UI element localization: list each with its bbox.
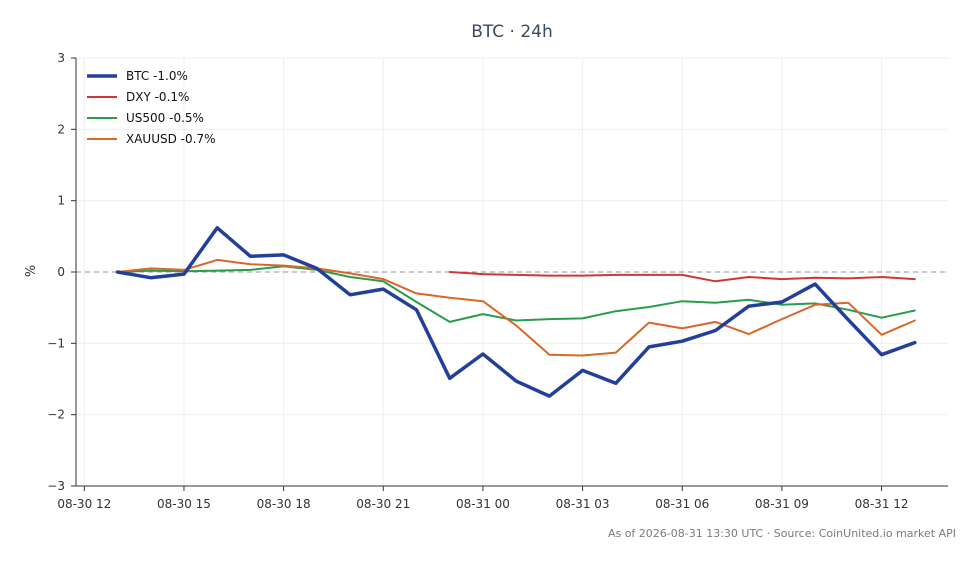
source-note: As of 2026-08-31 13:30 UTC · Source: Coi… (608, 527, 956, 540)
series-line-btc (115, 226, 917, 398)
y-tick-label: −3 (47, 479, 65, 493)
legend: BTC -1.0% DXY -0.1% US500 -0.5% XAUUSD -0.7… (87, 69, 215, 146)
y-tick-label: 3 (57, 51, 65, 65)
y-axis-ticks: 3 2 1 0 −1 −2 −3 (47, 51, 76, 493)
legend-label-btc: BTC -1.0% (126, 69, 188, 83)
y-tick-label: −1 (47, 336, 65, 350)
x-tick-label: 08-31 00 (456, 497, 510, 511)
x-tick-label: 08-30 21 (356, 497, 410, 511)
y-tick-label: 0 (57, 265, 65, 279)
x-axis-ticks: 08-30 12 08-30 15 08-30 18 08-30 21 08-31 00… (57, 486, 909, 511)
x-tick-label: 08-31 12 (855, 497, 909, 511)
x-tick-label: 08-31 06 (655, 497, 709, 511)
legend-label-xauusd: XAUUSD -0.7% (126, 132, 215, 146)
y-tick-label: −2 (47, 408, 65, 422)
series-line-xauusd (116, 258, 916, 357)
x-tick-label: 08-30 12 (57, 497, 111, 511)
y-axis-label: % (24, 265, 39, 277)
series-line-us500 (116, 265, 916, 323)
y-tick-label: 2 (57, 122, 65, 136)
x-tick-label: 08-30 18 (257, 497, 311, 511)
legend-label-dxy: DXY -0.1% (126, 90, 189, 104)
y-tick-label: 1 (57, 194, 65, 208)
series-line-dxy (448, 271, 916, 283)
x-tick-label: 08-31 03 (556, 497, 610, 511)
chart-title: BTC · 24h (471, 22, 553, 42)
legend-label-us500: US500 -0.5% (126, 111, 204, 125)
x-tick-label: 08-31 09 (755, 497, 809, 511)
x-tick-label: 08-30 15 (157, 497, 211, 511)
series-layer (115, 226, 917, 398)
